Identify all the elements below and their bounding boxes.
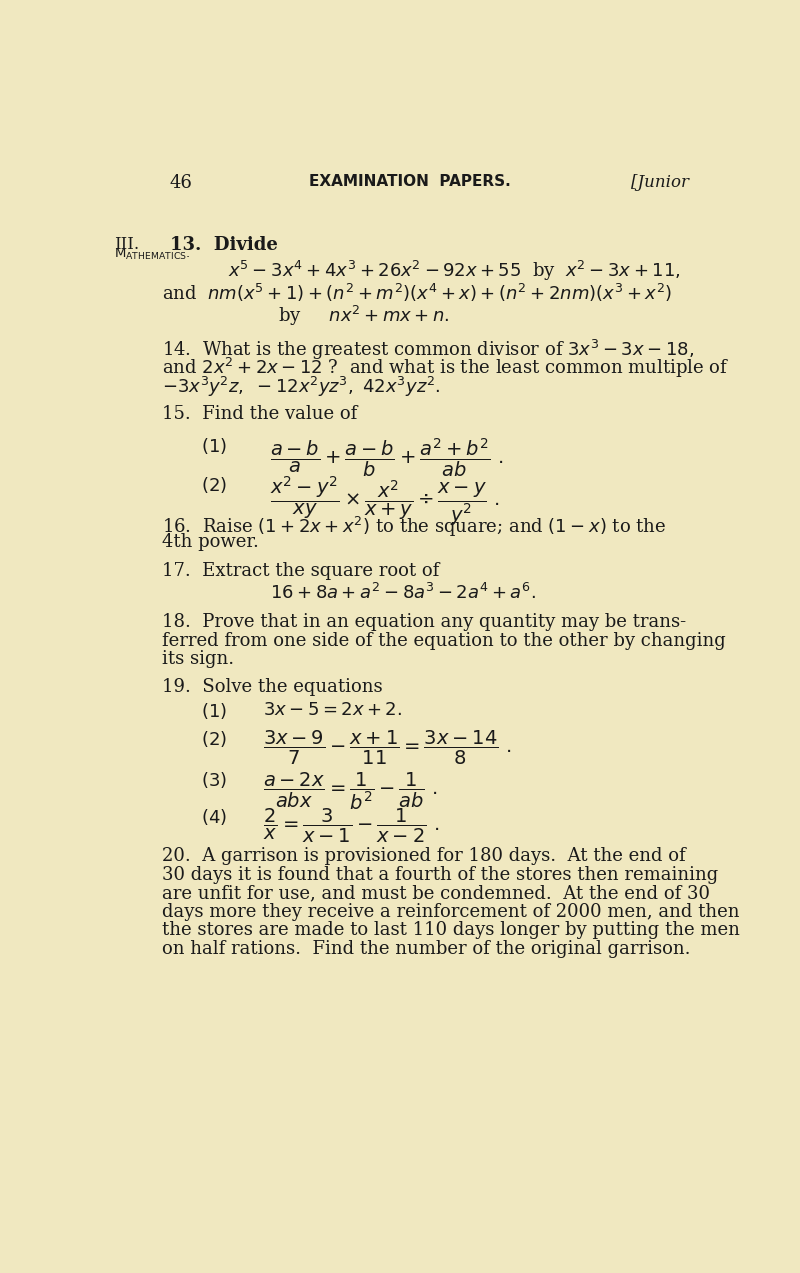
Text: on half rations.  Find the number of the original garrison.: on half rations. Find the number of the … — [162, 939, 690, 957]
Text: $-3x^3y^2z,\ -12x^2yz^3,\ 42x^3yz^2.$: $-3x^3y^2z,\ -12x^2yz^3,\ 42x^3yz^2.$ — [162, 374, 441, 398]
Text: $\dfrac{2}{x}=\dfrac{3}{x-1}-\dfrac{1}{x-2}\ .$: $\dfrac{2}{x}=\dfrac{3}{x-1}-\dfrac{1}{x… — [262, 807, 439, 845]
Text: $\dfrac{a-b}{a}+\dfrac{a-b}{b}+\dfrac{a^2+b^2}{ab}\ .$: $\dfrac{a-b}{a}+\dfrac{a-b}{b}+\dfrac{a^… — [270, 437, 504, 479]
Text: $\dfrac{x^2-y^2}{xy}\times\dfrac{x^2}{x+y}\div\dfrac{x-y}{y^2}\ .$: $\dfrac{x^2-y^2}{xy}\times\dfrac{x^2}{x+… — [270, 475, 500, 528]
Text: $(4)$: $(4)$ — [201, 807, 226, 827]
Text: its sign.: its sign. — [162, 651, 234, 668]
Text: and $2x^2+2x-12$ ?  and what is the least common multiple of: and $2x^2+2x-12$ ? and what is the least… — [162, 356, 730, 381]
Text: $\dfrac{a-2x}{abx}=\dfrac{1}{b^2}-\dfrac{1}{ab}\ .$: $\dfrac{a-2x}{abx}=\dfrac{1}{b^2}-\dfrac… — [262, 770, 438, 812]
Text: 14.  What is the greatest common divisor of $3x^3-3x-18,$: 14. What is the greatest common divisor … — [162, 337, 694, 362]
Text: 4th power.: 4th power. — [162, 533, 259, 551]
Text: 46: 46 — [170, 174, 193, 192]
Text: $\mathrm{M_{ATHEMATICS}}.$: $\mathrm{M_{ATHEMATICS}}.$ — [114, 247, 190, 262]
Text: $(2)$: $(2)$ — [201, 728, 226, 749]
Text: 20.  A garrison is provisioned for 180 days.  At the end of: 20. A garrison is provisioned for 180 da… — [162, 848, 686, 866]
Text: 19.  Solve the equations: 19. Solve the equations — [162, 679, 382, 696]
Text: 30 days it is found that a fourth of the stores then remaining: 30 days it is found that a fourth of the… — [162, 866, 718, 883]
Text: 15.  Find the value of: 15. Find the value of — [162, 405, 358, 424]
Text: 16.  Raise $(1+2x+x^2)$ to the square; and $(1-x)$ to the: 16. Raise $(1+2x+x^2)$ to the square; an… — [162, 514, 666, 538]
Text: $(2)$: $(2)$ — [201, 475, 226, 495]
Text: 13.  Divide: 13. Divide — [170, 236, 278, 253]
Text: are unfit for use, and must be condemned.  At the end of 30: are unfit for use, and must be condemned… — [162, 885, 710, 903]
Text: III.: III. — [114, 236, 139, 253]
Text: EXAMINATION  PAPERS.: EXAMINATION PAPERS. — [309, 174, 511, 190]
Text: $\dfrac{3x-9}{7}-\dfrac{x+1}{11}=\dfrac{3x-14}{8}\ .$: $\dfrac{3x-9}{7}-\dfrac{x+1}{11}=\dfrac{… — [262, 728, 511, 766]
Text: by $\quad$ $nx^2+mx+n.$: by $\quad$ $nx^2+mx+n.$ — [278, 304, 450, 327]
Text: 18.  Prove that in an equation any quantity may be trans-: 18. Prove that in an equation any quanti… — [162, 614, 686, 631]
Text: $(1)$: $(1)$ — [201, 701, 226, 721]
Text: $16+8a+a^2-8a^3-2a^4+a^6.$: $16+8a+a^2-8a^3-2a^4+a^6.$ — [270, 583, 537, 602]
Text: $(1)$: $(1)$ — [201, 437, 226, 456]
Text: days more they receive a reinforcement of 2000 men, and then: days more they receive a reinforcement o… — [162, 903, 739, 920]
Text: $(3)$: $(3)$ — [201, 770, 226, 791]
Text: $x^5 - 3x^4 + 4x^3 + 26x^2 - 92x + 55$  by  $x^2 - 3x + 11,$: $x^5 - 3x^4 + 4x^3 + 26x^2 - 92x + 55$ b… — [228, 258, 681, 283]
Text: 17.  Extract the square root of: 17. Extract the square root of — [162, 563, 439, 580]
Text: and  $nm(x^5+1)+(n^2+m^2)(x^4+x)+(n^2+2nm)(x^3+x^2)$: and $nm(x^5+1)+(n^2+m^2)(x^4+x)+(n^2+2nm… — [162, 283, 672, 304]
Text: $3x-5 = 2x+2.$: $3x-5 = 2x+2.$ — [262, 701, 402, 719]
Text: the stores are made to last 110 days longer by putting the men: the stores are made to last 110 days lon… — [162, 922, 740, 939]
Text: [Junior: [Junior — [631, 174, 689, 191]
Text: ferred from one side of the equation to the other by changing: ferred from one side of the equation to … — [162, 631, 726, 649]
